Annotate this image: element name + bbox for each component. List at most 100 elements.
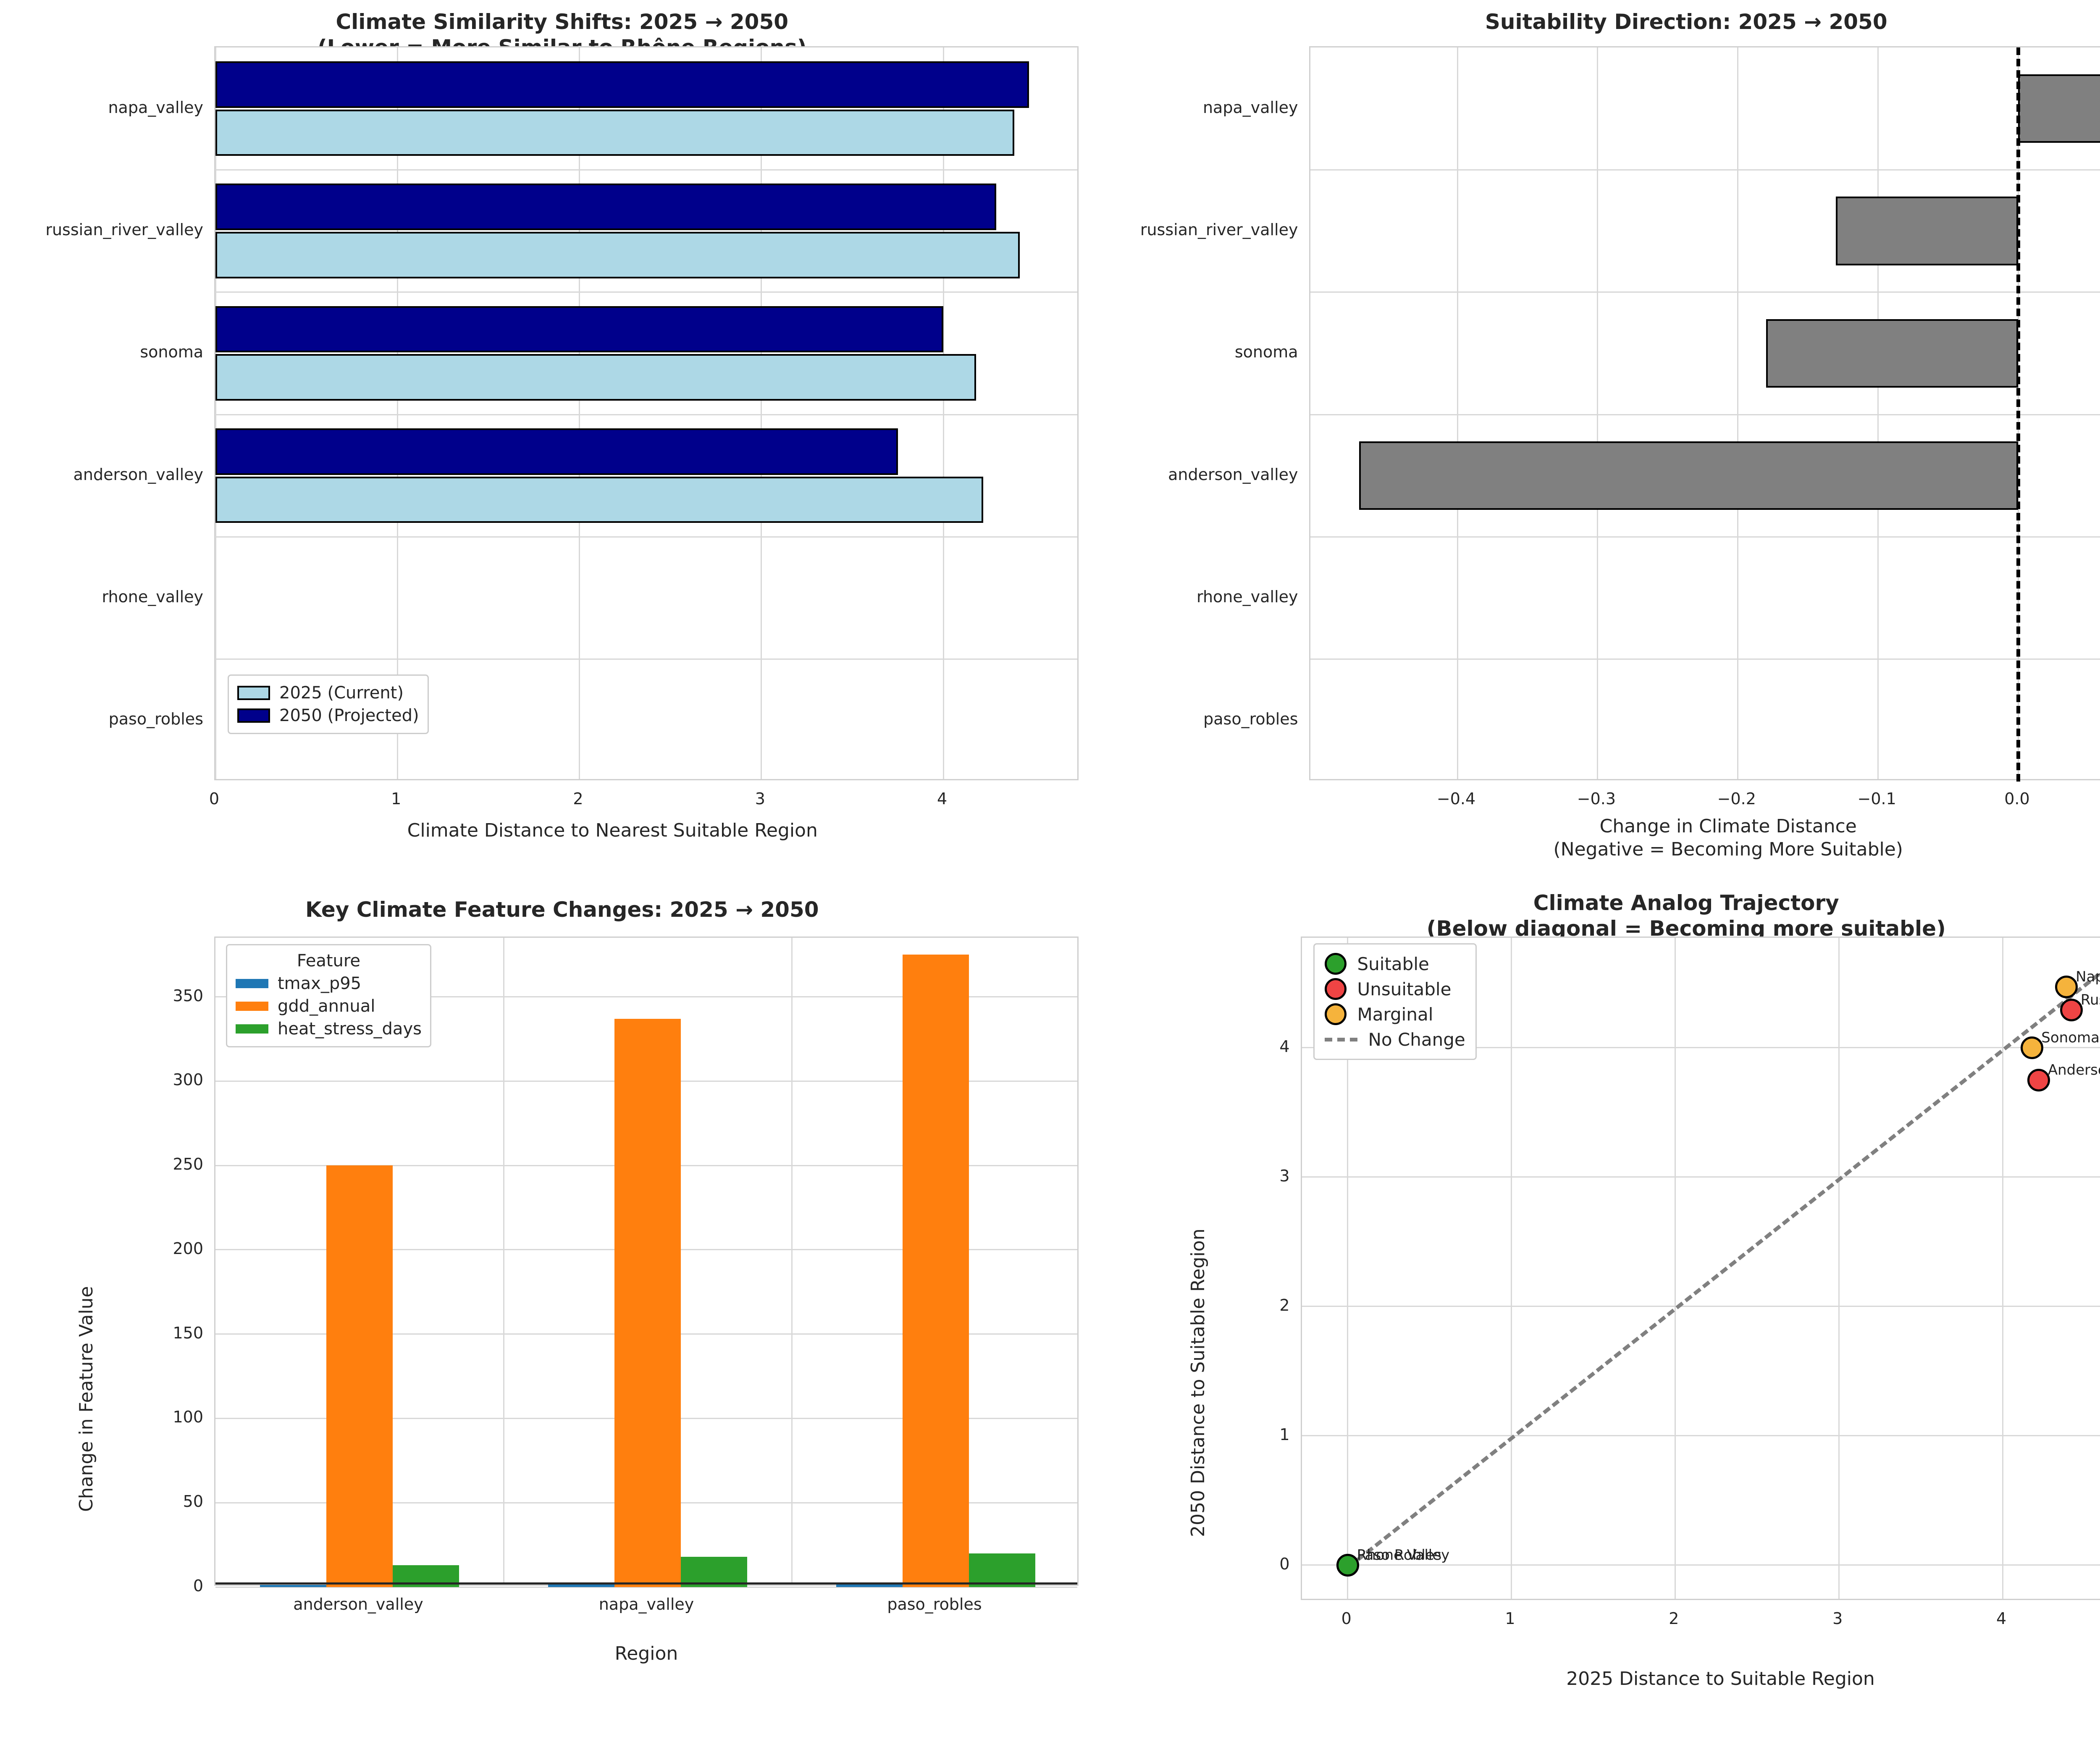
panel1-xtick: 0 [209, 790, 220, 808]
panel2-xtick: −0.4 [1436, 790, 1476, 808]
panel4-legend-label: Marginal [1357, 1004, 1433, 1025]
legend-dot-marginal [1324, 1003, 1347, 1025]
panel2-xtick: −0.1 [1857, 790, 1896, 808]
panel1-legend-row: 2025 (Current) [237, 682, 419, 704]
panel2-title-text: Suitability Direction: 2025 → 2050 [1485, 10, 1887, 34]
panel2-bar-sonoma [1766, 319, 2019, 388]
panel2-xtick: −0.3 [1577, 790, 1616, 808]
panel2-bar-anderson_valley [1359, 441, 2019, 510]
panel3-gridline [215, 996, 1077, 998]
panel4-point-label: Sonoma [2041, 1029, 2100, 1046]
panel2-gridline [1310, 169, 2100, 171]
panel4-xtick: 2 [1669, 1609, 1679, 1628]
panel2-gridline [1877, 47, 1879, 779]
panel1-title-line1: Climate Similarity Shifts: 2025 → 2050 [336, 10, 789, 34]
legend-dot-unsuitable [1324, 978, 1347, 1000]
panel2-gridline [1310, 291, 2100, 293]
panel4-legend-row: Unsuitable [1324, 976, 1465, 1002]
panel4-legend: Suitable Unsuitable Marginal No Change [1313, 943, 1477, 1060]
panel1-bar-2050 [215, 306, 944, 353]
panel3-bar-napa_valley-gdd_annual [614, 1018, 681, 1587]
panel4-point-russian-river-valley[interactable] [2060, 999, 2083, 1022]
panel1-gridline [215, 658, 1077, 660]
panel4-ytick: 1 [1279, 1425, 1290, 1444]
panel3-gridline [503, 938, 504, 1585]
legend-swatch-tmax_p95 [236, 979, 268, 988]
panel2-xtick: 0.0 [2004, 790, 2030, 808]
panel1-bar-2050 [215, 184, 996, 230]
panel3-xaxis-spine [215, 1582, 1077, 1585]
panel4-legend-label: Unsuitable [1357, 979, 1452, 1000]
panel2-gridline [1310, 658, 2100, 660]
panel2-bar-russian_river_valley [1836, 197, 2019, 265]
panel2-xaxis-label-line1: Change in Climate Distance [1599, 816, 1857, 837]
panel3-legend-label: tmax_p95 [278, 974, 362, 993]
panel1-bar-2050 [215, 61, 1029, 108]
panel2-xaxis-label: Change in Climate Distance (Negative = B… [1234, 815, 2100, 861]
panel3-legend-row: tmax_p95 [236, 972, 422, 995]
panel4-xtick: 3 [1832, 1609, 1843, 1628]
panel1-legend-label: 2025 (Current) [279, 683, 404, 703]
panel1-bar-2025 [215, 476, 984, 523]
legend-swatch-heat_stress_days [236, 1024, 268, 1034]
panel3-gridline [791, 938, 793, 1585]
panel2-ytick-sonoma: sonoma [1234, 343, 1298, 362]
panel4-xaxis-label: 2025 Distance to Suitable Region [1566, 1668, 1875, 1690]
panel1-gridline [579, 47, 580, 779]
panel3-legend-row: heat_stress_days [236, 1018, 422, 1040]
panel4-gridline [1674, 938, 1676, 1599]
panel4-ytick: 2 [1279, 1296, 1290, 1314]
panel1-gridline [761, 47, 762, 779]
panel4-title: Climate Analog Trajectory (Below diagona… [1124, 890, 2100, 942]
panel3-ytick: 300 [173, 1070, 203, 1089]
panel-analog-trajectory: Climate Analog Trajectory (Below diagona… [1124, 882, 2100, 1742]
panel3-legend-row: gdd_annual [236, 995, 422, 1018]
panel4-gridline [2002, 938, 2003, 1599]
panel1-gridline [215, 414, 1077, 415]
panel2-gridline [1737, 47, 1739, 779]
panel4-point-sonoma[interactable] [2021, 1036, 2044, 1059]
panel3-legend: Feature tmax_p95 gdd_annual heat_stress_day… [226, 944, 431, 1047]
panel1-ytick-paso_robles: paso_robles [108, 710, 203, 729]
panel4-gridline [1302, 1306, 2100, 1307]
panel4-gridline [1302, 1564, 2100, 1566]
panel1-ytick-anderson_valley: anderson_valley [73, 465, 203, 484]
panel2-ytick-napa_valley: napa_valley [1202, 98, 1298, 117]
panel1-bar-2025 [215, 354, 976, 401]
panel3-ytick: 100 [173, 1408, 203, 1427]
panel1-ytick-sonoma: sonoma [140, 343, 203, 362]
panel3-bar-paso_robles-tmax_p95 [836, 1583, 903, 1587]
panel4-legend-row: Suitable [1324, 951, 1465, 976]
panel4-gridline [1302, 1176, 2100, 1178]
panel3-legend-label: gdd_annual [278, 997, 375, 1016]
panel1-xtick: 4 [937, 790, 948, 808]
panel3-ytick: 150 [173, 1323, 203, 1342]
panel4-gridline [1347, 938, 1349, 1599]
panel4-legend-row: No Change [1324, 1027, 1465, 1052]
panel3-legend-label: heat_stress_days [278, 1019, 422, 1039]
panel4-yaxis-label: 2050 Distance to Suitable Region [1187, 1228, 1209, 1537]
panel1-ytick-rhone_valley: rhone_valley [102, 588, 203, 606]
panel4-point-anderson-valley[interactable] [2027, 1068, 2050, 1091]
panel2-ytick-anderson_valley: anderson_valley [1168, 465, 1298, 484]
panel2-bar-napa_valley [2018, 74, 2100, 143]
panel4-legend-row: Marginal [1324, 1002, 1465, 1027]
panel3-gridline [215, 1586, 1077, 1588]
panel1-bar-2025 [215, 109, 1015, 156]
panel4-point-napa-valley[interactable] [2055, 976, 2078, 999]
panel4-gridline [1302, 1435, 2100, 1437]
panel-suitability-direction: Suitability Direction: 2025 → 2050 Chang… [1124, 0, 2100, 882]
panel3-bar-anderson_valley-gdd_annual [326, 1165, 393, 1587]
panel4-point-paso-robles[interactable] [1336, 1553, 1359, 1577]
panel4-point-label: Paso Robles [1357, 1546, 1442, 1564]
panel1-gridline [215, 536, 1077, 538]
panel3-legend-title: Feature [297, 951, 361, 971]
panel1-gridline [396, 47, 398, 779]
panel3-ytick: 250 [173, 1155, 203, 1174]
panel3-xtick-anderson_valley: anderson_valley [293, 1595, 423, 1613]
panel3-bar-paso_robles-gdd_annual [903, 955, 969, 1587]
panel3-ytick: 50 [183, 1492, 203, 1511]
panel2-gridline [1457, 47, 1458, 779]
panel1-bar-2050 [215, 428, 898, 475]
